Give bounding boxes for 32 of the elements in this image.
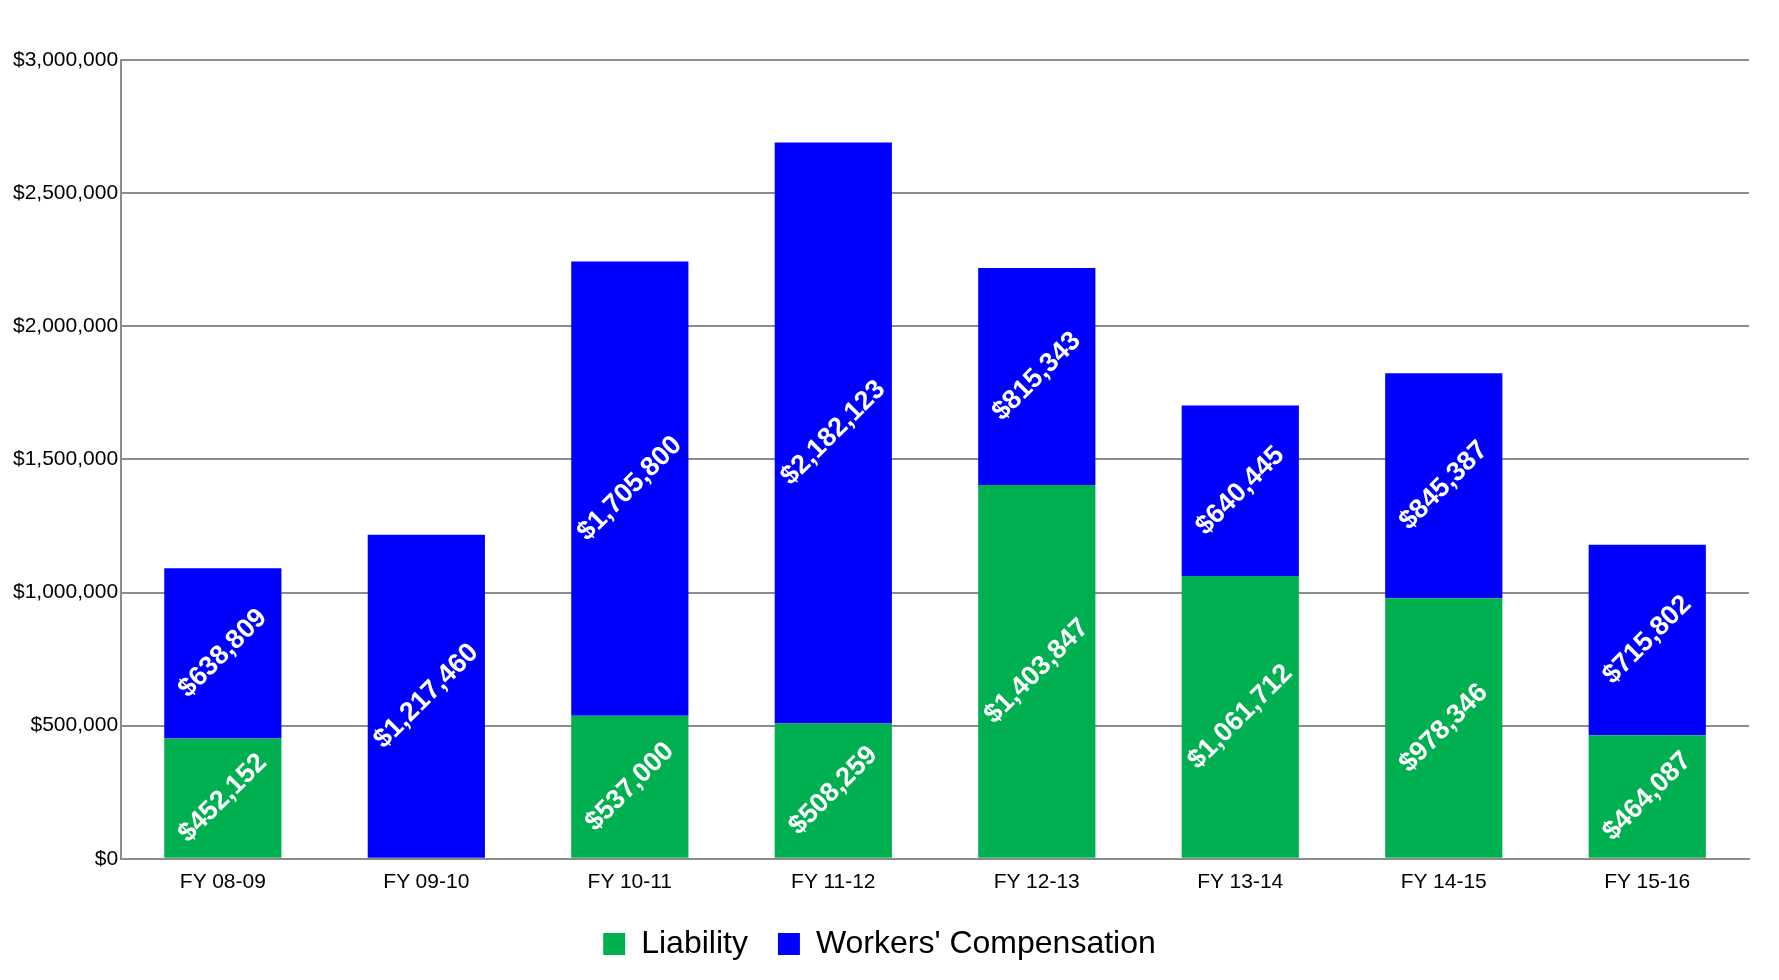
x-tick-label: FY 08-09 [179, 869, 266, 893]
bar [1588, 735, 1706, 858]
y-tick-label: $3,000,000 [12, 46, 119, 70]
y-tick-label: $0 [94, 845, 119, 869]
bar [978, 485, 1096, 858]
bar [978, 267, 1096, 485]
x-tick-label: FY 11-12 [791, 869, 876, 893]
y-tick-label: $1,000,000 [12, 579, 119, 603]
x-tick-label: FY 15-16 [1604, 869, 1691, 893]
x-tick-label: FY 14-15 [1400, 869, 1487, 893]
x-tick-label: FY 09-10 [383, 869, 470, 893]
y-tick-label: $2,000,000 [12, 313, 119, 337]
bar [571, 715, 689, 858]
bar [164, 568, 282, 739]
bar [774, 142, 892, 724]
bar [367, 534, 485, 858]
bar [1385, 373, 1503, 599]
bar [1181, 405, 1299, 577]
bar [1385, 598, 1503, 858]
x-tick-label: FY 13-14 [1197, 869, 1284, 893]
bar [774, 723, 892, 858]
bar [1588, 544, 1706, 736]
x-tick-label: FY 12-13 [993, 869, 1080, 893]
y-tick-label: $1,500,000 [12, 446, 119, 470]
bar [571, 261, 689, 716]
y-tick-label: $500,000 [30, 712, 119, 736]
legend-label: Liability [641, 923, 748, 960]
y-tick-label: $2,500,000 [12, 179, 119, 203]
bar [164, 738, 282, 858]
bar [1181, 576, 1299, 858]
legend-label: Workers' Compensation [815, 923, 1156, 960]
x-tick-label: FY 10-11 [587, 869, 673, 893]
